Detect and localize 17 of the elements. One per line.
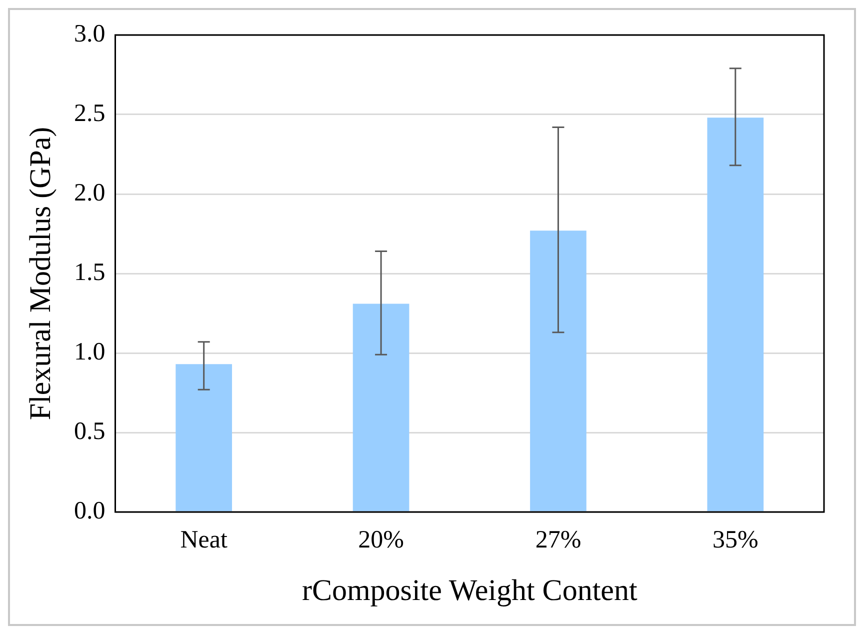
bar xyxy=(707,118,764,512)
x-axis-title: rComposite Weight Content xyxy=(302,574,638,607)
y-tick-label: 0.0 xyxy=(74,498,106,525)
x-tick-label: 20% xyxy=(358,526,404,554)
x-tick-label: 27% xyxy=(535,526,582,554)
y-tick-label: 2.0 xyxy=(74,180,106,207)
y-tick-label: 1.5 xyxy=(74,259,106,286)
y-axis-title: Flexural Modulus (GPa) xyxy=(24,126,57,420)
bar xyxy=(530,230,586,512)
bar xyxy=(176,364,232,512)
x-tick-label: Neat xyxy=(180,526,228,554)
x-tick-label: 35% xyxy=(712,526,758,554)
y-tick-label: 1.0 xyxy=(74,338,106,366)
y-tick-label: 3.0 xyxy=(74,20,106,48)
y-tick-label: 2.5 xyxy=(74,100,106,128)
bar xyxy=(352,304,410,512)
y-tick-label: 0.5 xyxy=(74,418,106,446)
